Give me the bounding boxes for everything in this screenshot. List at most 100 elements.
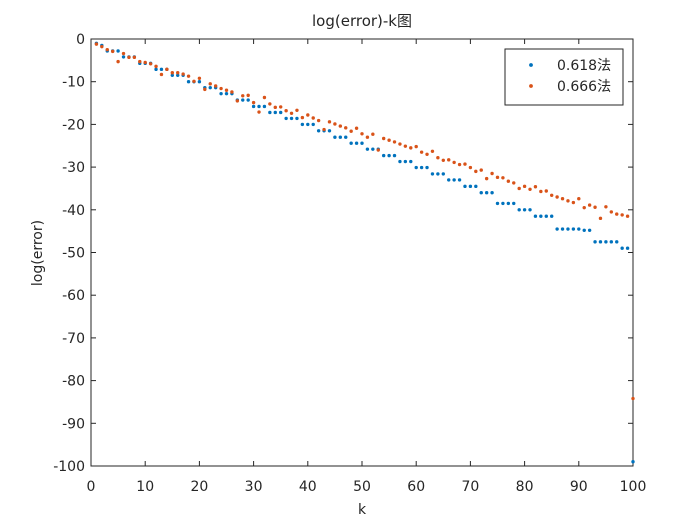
data-point — [550, 214, 554, 218]
data-point — [338, 135, 343, 139]
data-point — [430, 172, 435, 176]
data-point — [284, 116, 288, 121]
data-point — [349, 141, 353, 145]
data-point — [593, 240, 597, 244]
data-point — [230, 90, 234, 94]
data-point — [268, 110, 272, 115]
data-point — [409, 146, 413, 150]
data-point — [598, 240, 603, 244]
data-point — [414, 144, 418, 149]
data-point — [533, 214, 538, 218]
data-point — [273, 110, 277, 115]
data-point — [566, 199, 570, 203]
x-tick-label: 50 — [353, 479, 371, 495]
legend-label: 0.618法 — [557, 58, 611, 74]
x-tick-label: 100 — [620, 479, 647, 495]
data-point — [506, 179, 511, 183]
data-point — [110, 49, 115, 54]
data-point — [501, 176, 505, 180]
data-point — [598, 216, 603, 221]
y-tick-label: -70 — [62, 331, 85, 347]
x-tick-label: 90 — [570, 479, 588, 495]
data-point — [148, 62, 153, 66]
data-point — [176, 71, 180, 75]
y-tick-label: 0 — [76, 32, 85, 48]
data-point — [224, 88, 229, 92]
data-point — [436, 156, 440, 160]
chart-title: log(error)-k图 — [312, 12, 412, 30]
data-point — [425, 152, 429, 156]
data-point — [495, 175, 500, 180]
data-point — [316, 129, 321, 133]
data-point — [94, 42, 99, 46]
data-point — [241, 98, 245, 102]
data-point — [387, 153, 391, 158]
legend-marker — [529, 84, 533, 88]
data-point — [333, 135, 337, 139]
data-point — [208, 82, 212, 86]
data-point — [571, 227, 576, 231]
data-point — [447, 158, 451, 162]
data-point — [213, 84, 218, 88]
x-tick-label: 40 — [299, 479, 317, 495]
data-point — [560, 196, 565, 201]
data-point — [116, 59, 120, 64]
data-point — [192, 79, 196, 83]
data-point — [289, 111, 294, 115]
data-point — [327, 129, 332, 133]
data-point — [577, 196, 581, 201]
data-point — [533, 185, 538, 189]
y-tick-label: -90 — [62, 416, 85, 432]
data-point — [414, 165, 418, 170]
data-point — [615, 240, 619, 244]
data-point — [360, 132, 364, 136]
data-point — [403, 144, 408, 148]
data-point — [241, 94, 245, 98]
data-point — [246, 93, 250, 98]
data-point — [284, 109, 288, 113]
data-point — [365, 135, 370, 139]
y-tick-label: -80 — [62, 374, 85, 390]
data-point — [609, 240, 614, 244]
data-point — [159, 67, 164, 72]
data-point — [512, 201, 516, 206]
data-point — [219, 91, 223, 96]
data-point — [447, 178, 451, 182]
data-point — [235, 99, 240, 103]
data-point — [577, 227, 581, 231]
data-point — [279, 105, 283, 109]
data-point — [100, 44, 104, 49]
data-point — [371, 147, 375, 151]
y-tick-label: -100 — [53, 459, 85, 475]
data-point — [539, 189, 543, 194]
data-point — [512, 181, 516, 185]
data-point — [338, 124, 343, 128]
data-point — [251, 104, 256, 109]
data-point — [620, 213, 624, 217]
y-tick-label: -60 — [62, 288, 85, 304]
data-point — [566, 227, 570, 231]
data-point — [203, 87, 207, 92]
data-point — [392, 153, 397, 158]
data-point — [468, 184, 473, 189]
data-point — [186, 74, 191, 78]
data-point — [289, 116, 294, 121]
data-point — [257, 110, 261, 114]
data-point — [544, 214, 548, 218]
data-point — [154, 67, 158, 72]
data-point — [484, 176, 489, 181]
data-point — [392, 140, 397, 144]
data-point — [452, 178, 456, 182]
data-point — [300, 122, 305, 127]
data-point — [457, 178, 462, 182]
data-point — [403, 159, 408, 164]
data-point — [170, 73, 174, 77]
y-axis-label: log(error) — [30, 220, 46, 286]
data-point — [306, 122, 310, 127]
data-point — [327, 120, 332, 124]
data-point — [620, 246, 624, 250]
data-point — [306, 113, 310, 117]
data-point — [127, 55, 131, 60]
x-tick-label: 30 — [245, 479, 263, 495]
data-point — [376, 148, 380, 152]
